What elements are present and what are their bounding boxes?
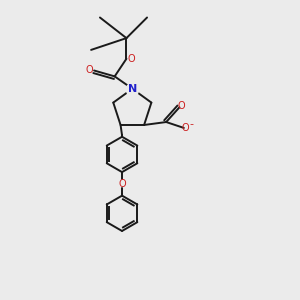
Text: O: O bbox=[86, 65, 94, 76]
Text: O: O bbox=[118, 179, 126, 189]
Text: -: - bbox=[189, 119, 193, 129]
Text: O: O bbox=[177, 101, 185, 111]
Text: N: N bbox=[128, 84, 137, 94]
Text: O: O bbox=[182, 123, 189, 133]
Text: O: O bbox=[127, 54, 135, 64]
